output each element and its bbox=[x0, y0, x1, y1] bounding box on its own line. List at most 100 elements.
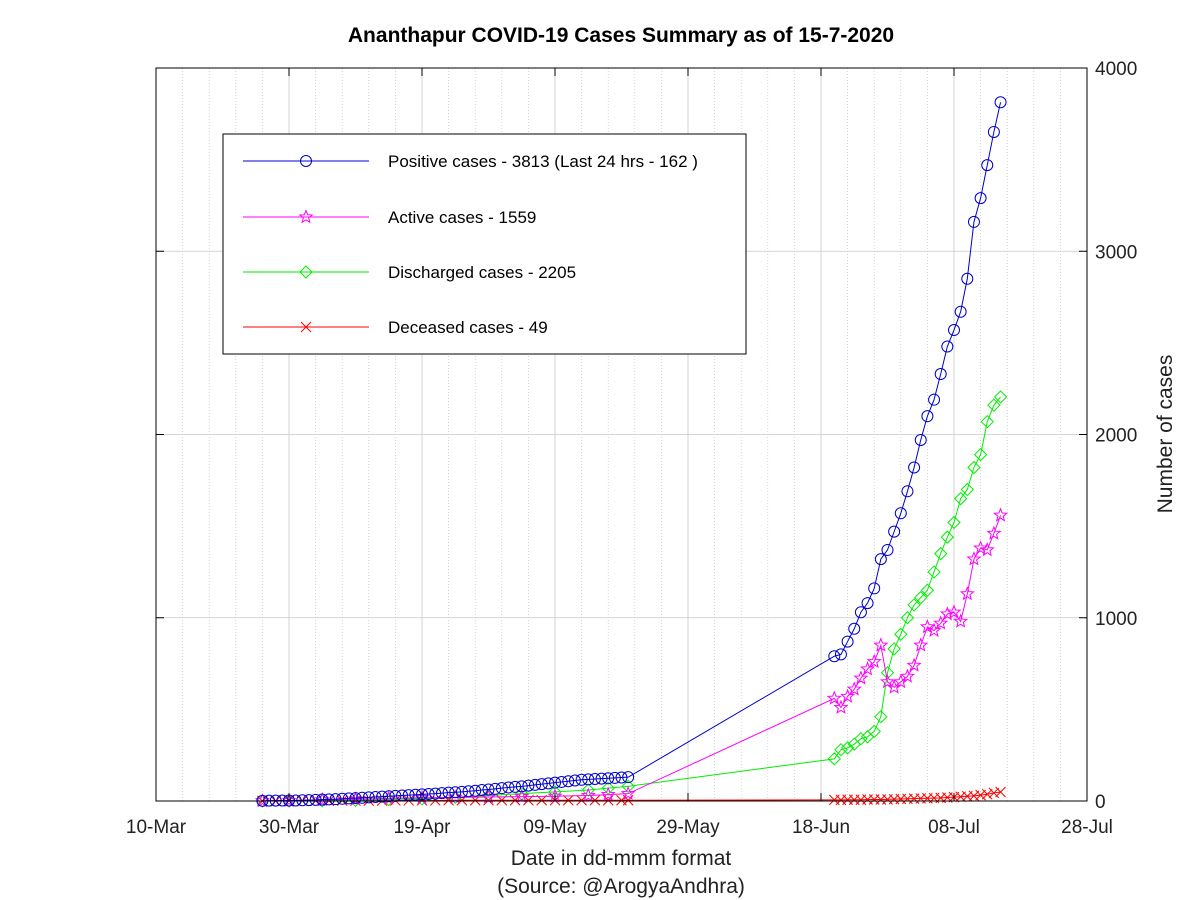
data-point bbox=[967, 460, 981, 475]
data-point bbox=[940, 530, 955, 544]
y-tick-label: 2000 bbox=[1095, 426, 1137, 447]
data-point bbox=[900, 611, 915, 625]
data-point bbox=[913, 637, 929, 652]
x-tick-label: 30-Mar bbox=[259, 817, 320, 838]
data-point bbox=[934, 368, 947, 381]
data-point bbox=[941, 340, 954, 353]
data-point bbox=[987, 398, 1001, 412]
legend: Positive cases - 3813 (Last 24 hrs - 162… bbox=[222, 133, 747, 355]
data-point bbox=[988, 787, 1000, 799]
data-point bbox=[276, 794, 289, 807]
data-point bbox=[309, 793, 322, 806]
data-point bbox=[555, 775, 568, 788]
series-layer bbox=[254, 96, 1009, 808]
data-point bbox=[901, 485, 914, 498]
data-point bbox=[369, 790, 382, 803]
data-point bbox=[529, 778, 542, 791]
data-point bbox=[994, 96, 1007, 109]
data-point bbox=[382, 790, 395, 803]
data-point bbox=[973, 447, 988, 462]
x-tick-label: 19-Apr bbox=[393, 817, 451, 838]
data-point bbox=[462, 785, 475, 798]
data-point bbox=[356, 791, 369, 804]
data-point bbox=[575, 773, 588, 786]
data-point bbox=[868, 582, 881, 595]
data-point bbox=[966, 551, 982, 566]
data-point bbox=[349, 792, 362, 805]
y-tick-label: 4000 bbox=[1095, 59, 1137, 80]
data-point bbox=[954, 305, 967, 318]
data-point bbox=[907, 598, 921, 612]
data-point bbox=[853, 670, 869, 685]
data-point bbox=[826, 690, 842, 705]
data-point bbox=[928, 393, 941, 406]
data-point bbox=[947, 515, 961, 530]
data-point bbox=[562, 775, 575, 788]
data-point bbox=[833, 699, 849, 714]
data-point bbox=[582, 773, 595, 786]
data-point bbox=[600, 786, 616, 801]
data-point bbox=[880, 674, 895, 689]
data-point bbox=[894, 627, 908, 641]
x-axis-label: Date in dd-mmm format bbox=[511, 847, 732, 870]
data-point bbox=[960, 482, 975, 497]
data-point bbox=[939, 606, 955, 621]
data-point bbox=[874, 553, 887, 566]
data-point bbox=[834, 742, 848, 757]
data-point bbox=[841, 635, 854, 648]
data-point bbox=[542, 777, 555, 790]
data-point bbox=[979, 542, 995, 557]
data-point bbox=[475, 784, 488, 797]
data-point bbox=[861, 597, 874, 610]
data-point bbox=[595, 772, 608, 785]
data-point bbox=[615, 771, 628, 784]
data-point bbox=[568, 774, 581, 787]
data-point bbox=[848, 622, 861, 635]
data-point bbox=[866, 653, 882, 669]
legend-label: Discharged cases - 2205 bbox=[388, 263, 576, 282]
data-point bbox=[535, 778, 548, 791]
data-point bbox=[429, 787, 442, 800]
data-point bbox=[888, 525, 901, 538]
data-point bbox=[986, 525, 1002, 540]
legend-label: Deceased cases - 49 bbox=[388, 318, 548, 337]
chart-title: Ananthapur COVID-19 Cases Summary as of … bbox=[348, 24, 894, 47]
data-point bbox=[315, 793, 329, 808]
x-axis-ticks: 10-Mar 30-Mar 19-Apr 09-May 29-May 18-Jun 08-J… bbox=[126, 68, 1113, 838]
data-point bbox=[515, 780, 528, 793]
legend-item: Active cases - 1559 bbox=[243, 208, 536, 227]
data-point bbox=[502, 781, 515, 794]
data-point bbox=[834, 648, 847, 661]
data-point bbox=[981, 788, 993, 800]
legend-item: Positive cases - 3813 (Last 24 hrs - 162… bbox=[243, 152, 698, 171]
data-point bbox=[342, 792, 355, 805]
data-point bbox=[867, 724, 881, 739]
data-point bbox=[482, 783, 495, 796]
data-point bbox=[581, 783, 595, 797]
y-tick-label: 3000 bbox=[1095, 242, 1137, 263]
legend-marker bbox=[300, 155, 312, 167]
legend-label: Positive cases - 3813 (Last 24 hrs - 162… bbox=[388, 152, 698, 171]
data-point bbox=[840, 688, 856, 703]
data-point bbox=[894, 507, 907, 520]
data-point bbox=[920, 583, 935, 597]
data-point bbox=[953, 491, 968, 506]
data-point bbox=[908, 461, 921, 474]
data-point bbox=[987, 125, 1000, 138]
legend-box bbox=[222, 133, 747, 355]
x-tick-label: 18-Jun bbox=[792, 817, 850, 838]
data-point bbox=[880, 666, 895, 680]
y-axis-label: Number of cases bbox=[1154, 355, 1177, 514]
data-point bbox=[914, 433, 927, 446]
data-point bbox=[933, 546, 948, 561]
data-point bbox=[348, 791, 363, 806]
data-point bbox=[874, 709, 888, 724]
data-point bbox=[846, 681, 862, 696]
data-point bbox=[926, 622, 942, 637]
data-point bbox=[302, 794, 315, 807]
y-axis-ticks: 0 1000 2000 3000 4000 bbox=[156, 59, 1137, 813]
data-point bbox=[967, 215, 980, 228]
data-point bbox=[336, 792, 349, 805]
data-point bbox=[322, 793, 335, 806]
source-label: (Source: @ArogyaAndhra) bbox=[497, 875, 745, 898]
